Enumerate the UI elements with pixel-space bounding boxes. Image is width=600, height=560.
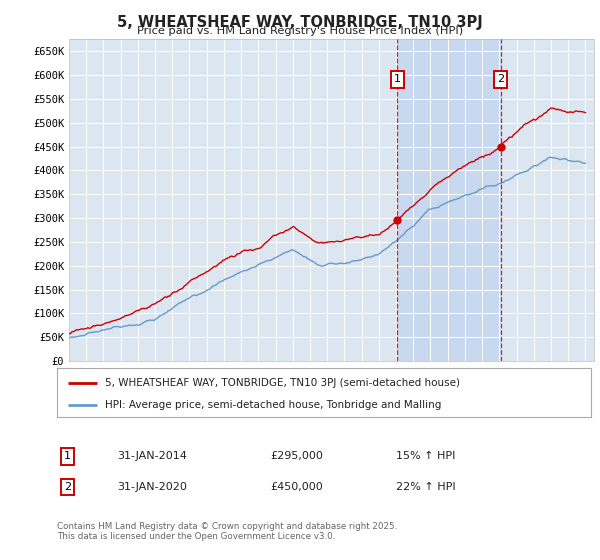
Text: £450,000: £450,000 — [270, 482, 323, 492]
Text: 5, WHEATSHEAF WAY, TONBRIDGE, TN10 3PJ: 5, WHEATSHEAF WAY, TONBRIDGE, TN10 3PJ — [117, 15, 483, 30]
Text: 31-JAN-2014: 31-JAN-2014 — [117, 451, 187, 461]
Text: 5, WHEATSHEAF WAY, TONBRIDGE, TN10 3PJ (semi-detached house): 5, WHEATSHEAF WAY, TONBRIDGE, TN10 3PJ (… — [105, 377, 460, 388]
Text: HPI: Average price, semi-detached house, Tonbridge and Malling: HPI: Average price, semi-detached house,… — [105, 400, 442, 410]
Text: 31-JAN-2020: 31-JAN-2020 — [117, 482, 187, 492]
Text: Contains HM Land Registry data © Crown copyright and database right 2025.
This d: Contains HM Land Registry data © Crown c… — [57, 522, 397, 542]
Text: 22% ↑ HPI: 22% ↑ HPI — [396, 482, 455, 492]
Text: 1: 1 — [394, 74, 401, 85]
Text: £295,000: £295,000 — [270, 451, 323, 461]
Text: 1: 1 — [64, 451, 71, 461]
Bar — [397, 39, 501, 361]
Text: Price paid vs. HM Land Registry's House Price Index (HPI): Price paid vs. HM Land Registry's House … — [137, 26, 463, 36]
Text: 2: 2 — [497, 74, 504, 85]
Text: 15% ↑ HPI: 15% ↑ HPI — [396, 451, 455, 461]
Text: 2: 2 — [64, 482, 71, 492]
